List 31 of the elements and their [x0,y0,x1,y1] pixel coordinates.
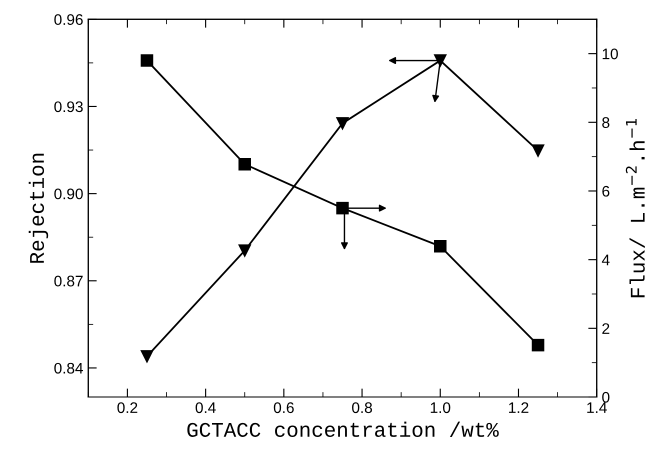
y-tick-label: 0.84 [54,362,83,374]
y2-tick-label: 10 [602,48,618,60]
point [140,350,154,363]
x-tick-label: 0.2 [117,402,138,414]
x-tick-label: 1.4 [587,402,607,413]
x-tick-label: 0.8 [352,402,372,414]
point [532,338,544,352]
y-tick-label: 0.87 [54,276,83,286]
point [140,54,154,67]
y-tick-label: 0.90 [54,188,83,200]
point [434,240,447,253]
y2-tick-label: 4 [602,254,610,266]
x-tick-label: 1.2 [509,402,528,413]
x-tick-label: 0.6 [274,402,294,414]
point [238,158,251,170]
y-tick-label: 0.96 [54,14,83,25]
point [336,202,349,214]
point [238,244,251,257]
y-tick-label: 0.93 [54,101,83,112]
x-axis-title: GCTACC concentration /wt% [187,422,499,437]
y2-tick-label: 8 [602,117,610,128]
y2-tick-label: 0 [602,392,610,403]
y2-axis-title: Flux/ L.m$^{−2}$.h$^{−1}$ [626,119,645,298]
point [336,117,349,130]
y2-tick-label: 2 [602,323,610,334]
y2-tick-label: 6 [602,186,610,197]
point [434,54,447,67]
y-axis-title: Rejection [28,154,48,263]
x-tick-label: 1.0 [430,402,450,414]
x-tick-label: 0.4 [196,402,216,414]
point [532,144,544,157]
